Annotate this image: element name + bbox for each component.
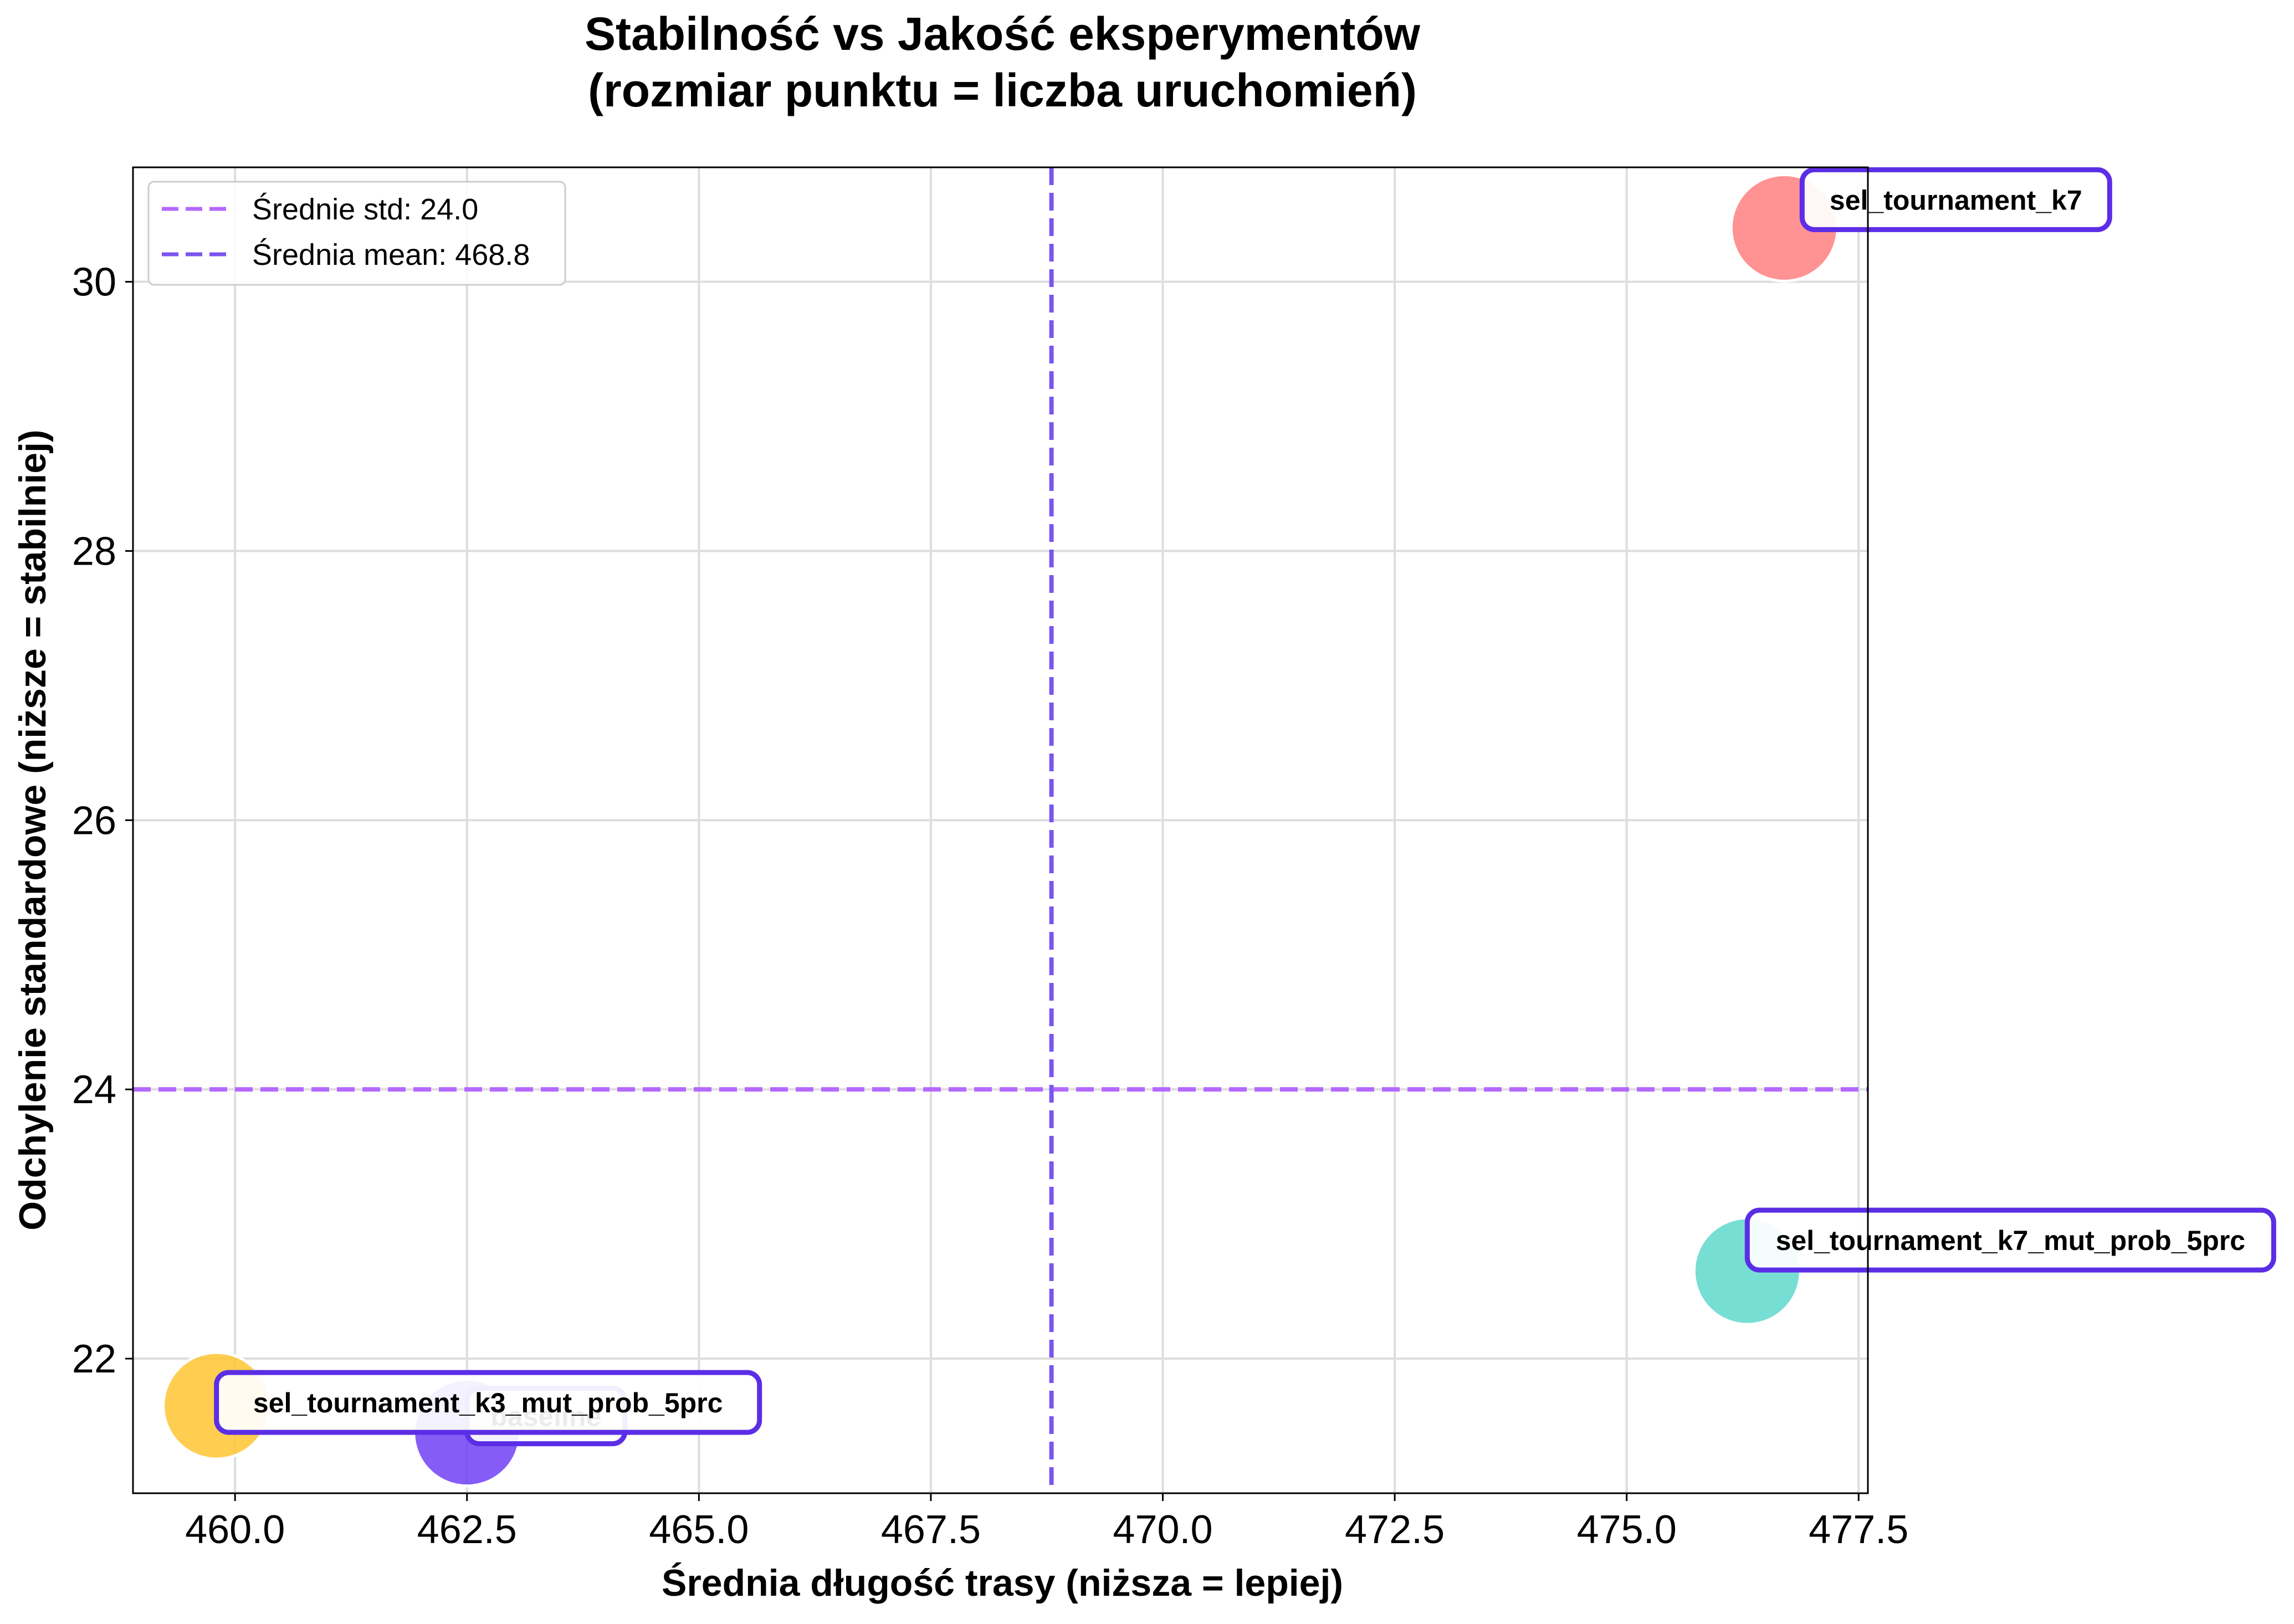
legend: Średnie std: 24.0 Średnia mean: 468.8 (147, 181, 566, 286)
y-tick-label: 30 (72, 260, 116, 305)
legend-label-vertical-line: Średnia mean: 468.8 (252, 238, 530, 271)
annotation-label-sel_tournament_k3_mut_prob_5prc: sel_tournament_k3_mut_prob_5prc (253, 1387, 723, 1418)
annotation-box-sel_tournament_k7_mut_prob_5prc (1744, 1207, 2276, 1273)
x-tick-label: 475.0 (1577, 1508, 1677, 1552)
x-axis-label: Średnia długość trasy (niższa = lepiej) (662, 1562, 1343, 1604)
x-axis-ticks: 460.0 462.5 465.0 467.5 470.0 472.5 475.0 477.5 (185, 1493, 1908, 1552)
x-tick-label: 472.5 (1345, 1508, 1445, 1552)
chart-title-line-1: Stabilność vs Jakość eksperymentów (585, 8, 1421, 60)
y-tick-label: 28 (72, 529, 116, 573)
y-axis-ticks: 22 24 26 28 30 (72, 260, 133, 1381)
legend-label-horizontal-line: Średnie std: 24.0 (252, 192, 478, 226)
reference-lines (133, 167, 1868, 1493)
x-tick-label: 462.5 (417, 1508, 517, 1552)
chart-title-line-2: (rozmiar punktu = liczba uruchomień) (588, 64, 1417, 116)
x-tick-label: 460.0 (185, 1508, 285, 1552)
annotation-box-sel_tournament_k3_mut_prob_5prc (214, 1370, 762, 1435)
data-points (162, 173, 1839, 1488)
annotation-box-sel_tournament_k7 (1799, 167, 2112, 232)
plot-area-frame (132, 166, 1869, 1494)
y-axis-label: Odchylenie standardowe (niższe = stabiln… (12, 429, 54, 1230)
legend-box (147, 181, 566, 286)
y-tick-label: 26 (72, 798, 116, 843)
y-tick-label: 24 (72, 1068, 116, 1112)
x-tick-label: 470.0 (1113, 1508, 1212, 1552)
x-tick-label: 477.5 (1809, 1508, 1908, 1552)
annotation-label-sel_tournament_k7_mut_prob_5prc: sel_tournament_k7_mut_prob_5prc (1776, 1225, 2246, 1256)
x-tick-label: 465.0 (649, 1508, 749, 1552)
x-tick-label: 467.5 (881, 1508, 981, 1552)
y-tick-label: 22 (72, 1337, 116, 1381)
point-annotations: baselinesel_tournament_k7sel_tournament_… (214, 167, 2276, 1447)
annotation-label-sel_tournament_k7: sel_tournament_k7 (1830, 185, 2082, 216)
grid-lines (133, 167, 1868, 1493)
